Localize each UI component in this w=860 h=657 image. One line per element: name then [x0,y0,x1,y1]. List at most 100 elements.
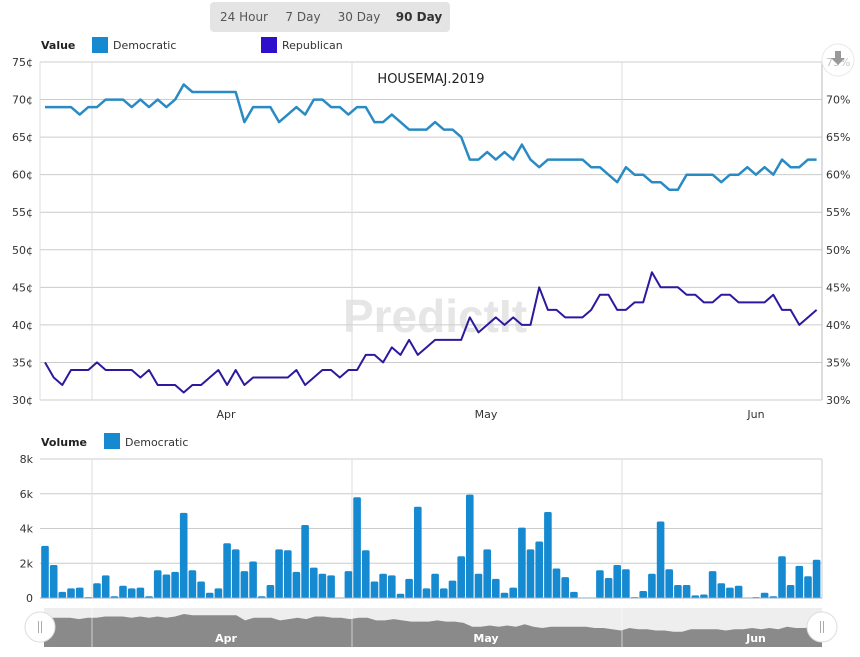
left-y-tick-label: 35¢ [12,356,33,369]
volume-bar[interactable] [75,587,84,598]
volume-bar[interactable] [492,578,500,598]
range-24-hour-button[interactable]: 24 Hour [220,10,268,24]
range-7-day-button[interactable]: 7 Day [285,10,320,24]
navigator-area [44,614,822,647]
legend-republican-label[interactable]: Republican [282,39,343,52]
volume-bar[interactable] [708,571,717,598]
volume-bar[interactable] [760,592,769,598]
volume-bar[interactable] [266,585,275,598]
legend-republican-swatch[interactable] [261,37,277,53]
volume-bar[interactable] [804,576,812,598]
volume-bar[interactable] [795,565,804,598]
volume-bar[interactable] [500,592,509,598]
volume-bar[interactable] [205,592,214,598]
volume-bar[interactable] [179,512,188,598]
volume-bar[interactable] [223,543,231,598]
volume-bar[interactable] [544,512,552,598]
volume-bar[interactable] [422,588,431,598]
volume-bar[interactable] [509,587,517,598]
volume-bar[interactable] [344,571,353,598]
volume-bar[interactable] [310,567,318,598]
volume-legend-title: Volume [41,436,87,449]
volume-bar[interactable] [301,525,309,598]
volume-bar[interactable] [353,497,361,598]
volume-bar[interactable] [101,575,110,598]
volume-bar[interactable] [440,588,448,598]
volume-bar[interactable] [604,578,613,598]
volume-bar[interactable] [570,591,578,598]
volume-bar[interactable] [639,591,647,598]
volume-bar[interactable] [700,594,708,599]
volume-bar[interactable] [231,549,240,598]
volume-bar[interactable] [292,571,301,598]
export-button[interactable] [821,43,855,77]
volume-bar[interactable] [136,587,145,598]
volume-bar[interactable] [682,585,691,598]
volume-bar[interactable] [119,585,127,598]
volume-bar[interactable] [526,549,535,598]
volume-bar[interactable] [93,583,101,598]
volume-bar[interactable] [49,565,58,598]
legend-volume-democratic-label[interactable]: Democratic [125,436,188,449]
volume-bar[interactable] [691,595,700,598]
volume-bar[interactable] [240,571,249,598]
navigator-left-handle[interactable] [24,611,56,643]
navigator-right-handle[interactable] [806,611,838,643]
volume-bar[interactable] [67,588,75,598]
volume-bar[interactable] [127,588,136,598]
volume-bar[interactable] [318,573,327,598]
legend-democratic-swatch[interactable] [92,37,108,53]
volume-bar[interactable] [786,585,795,598]
legend-democratic-label[interactable]: Democratic [113,39,176,52]
volume-bar[interactable] [812,559,821,598]
volume-bar[interactable] [674,585,682,598]
volume-bar[interactable] [457,556,465,598]
volume-bar[interactable] [726,587,734,598]
handle-circle[interactable] [24,611,56,643]
volume-bar[interactable] [362,550,370,598]
volume-bar[interactable] [552,568,561,599]
value-legend-title: Value [41,39,75,52]
volume-bar[interactable] [622,569,630,598]
volume-bar[interactable] [474,573,483,598]
volume-bar[interactable] [41,545,49,598]
volume-bar[interactable] [656,521,665,599]
volume-bar[interactable] [613,565,621,598]
volume-bar[interactable] [249,561,257,599]
volume-bar[interactable] [431,573,439,598]
volume-bar[interactable] [665,569,673,598]
volume-bar[interactable] [561,577,569,598]
volume-bar[interactable] [466,494,474,598]
volume-bar[interactable] [284,550,292,598]
volume-bar[interactable] [327,575,335,598]
volume-bar[interactable] [58,591,67,598]
volume-bar[interactable] [648,573,656,598]
volume-bar[interactable] [162,574,171,599]
volume-bar[interactable] [535,541,543,599]
volume-bar[interactable] [717,583,726,598]
legend-volume-democratic-swatch[interactable] [104,433,120,449]
volume-bar[interactable] [171,571,179,598]
volume-bar[interactable] [483,549,491,598]
volume-bar[interactable] [214,588,223,598]
volume-bar[interactable] [188,570,197,598]
volume-bar[interactable] [396,593,405,598]
volume-bar[interactable] [370,581,379,599]
volume-bar[interactable] [379,573,387,598]
volume-bar[interactable] [388,575,396,598]
navigator[interactable]: Apr May Jun [24,608,838,647]
volume-bar[interactable] [778,556,786,598]
volume-bar[interactable] [405,578,413,598]
volume-bar[interactable] [734,585,743,598]
volume-bar[interactable] [153,570,162,598]
volume-bar[interactable] [414,506,422,598]
volume-bar[interactable] [275,549,283,598]
volume-bar[interactable] [448,580,457,598]
volume-bar[interactable] [518,527,526,598]
volume-bar[interactable] [197,581,205,599]
volume-bar[interactable] [596,570,604,598]
range-90-day-button[interactable]: 90 Day [396,10,443,24]
range-30-day-button[interactable]: 30 Day [338,10,381,24]
handle-circle[interactable] [806,611,838,643]
